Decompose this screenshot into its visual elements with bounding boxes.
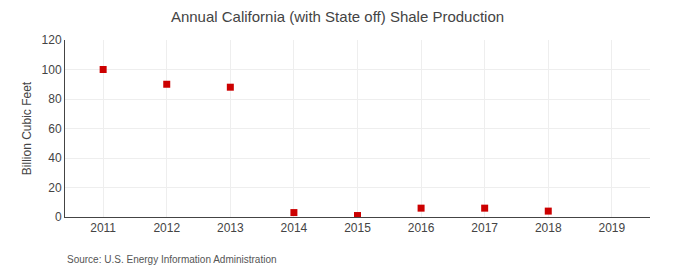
svg-text:2017: 2017 [471,221,498,235]
svg-text:120: 120 [42,33,62,47]
svg-text:20: 20 [48,181,62,195]
svg-text:2012: 2012 [153,221,180,235]
svg-text:40: 40 [48,151,62,165]
svg-text:2018: 2018 [535,221,562,235]
svg-text:2011: 2011 [90,221,116,235]
svg-text:Billion Cubic Feet: Billion Cubic Feet [20,81,34,175]
svg-text:Source: U.S. Energy Informatio: Source: U.S. Energy Information Administ… [67,254,277,265]
svg-text:Annual California (with State: Annual California (with State off) Shale… [171,8,504,25]
svg-text:2019: 2019 [598,221,625,235]
svg-text:2015: 2015 [344,221,371,235]
svg-text:2013: 2013 [217,221,244,235]
svg-text:100: 100 [42,63,62,77]
svg-text:60: 60 [48,122,62,136]
svg-text:2014: 2014 [281,221,308,235]
svg-text:80: 80 [48,92,62,106]
svg-text:2016: 2016 [408,221,435,235]
svg-text:0: 0 [55,210,62,224]
